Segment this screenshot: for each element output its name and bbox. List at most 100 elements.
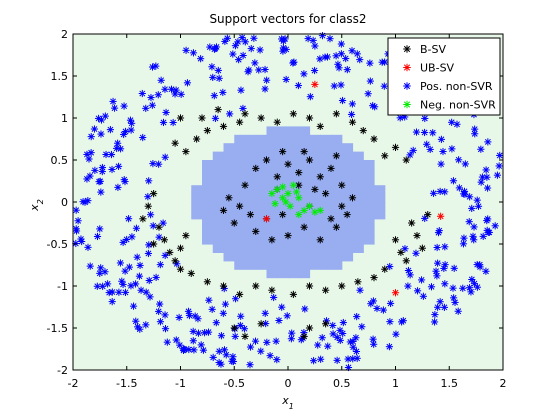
point-pos-non-svr [226, 110, 234, 118]
point-pos-non-svr [336, 326, 344, 334]
region-cell [331, 227, 343, 237]
point-pos-non-svr [476, 263, 484, 271]
point-pos-non-svr [189, 49, 198, 57]
point-pos-non-svr [135, 272, 144, 280]
region-cell [234, 260, 246, 270]
point-pos-non-svr [149, 159, 157, 168]
point-pos-non-svr [347, 110, 356, 119]
y-tick-label: -1 [57, 280, 68, 293]
point-b-sv [316, 122, 324, 130]
point-pos-non-svr [352, 334, 360, 342]
point-pos-non-svr [244, 68, 252, 76]
point-pos-non-svr [429, 129, 437, 137]
region-cell [212, 218, 225, 228]
point-pos-non-svr [275, 316, 283, 325]
point-pos-non-svr [191, 312, 199, 320]
x-tick-label: -1.5 [116, 377, 137, 390]
point-pos-non-svr [72, 227, 81, 235]
point-pos-non-svr [107, 150, 116, 159]
region-cell [277, 252, 289, 262]
region-cell [363, 235, 375, 245]
point-pos-non-svr [421, 114, 429, 123]
region-cell [320, 210, 332, 220]
point-b-sv [370, 135, 378, 143]
point-pos-non-svr [353, 50, 361, 58]
point-b-sv [203, 278, 211, 286]
point-pos-non-svr [171, 90, 179, 98]
region-cell [309, 168, 321, 178]
region-cell [212, 210, 225, 220]
point-pos-non-svr [86, 262, 94, 270]
legend-marker-neg-non-svr [403, 100, 411, 109]
point-pos-non-svr [371, 103, 379, 111]
point-pos-non-svr [491, 222, 499, 230]
region-cell [266, 126, 278, 136]
point-pos-non-svr [386, 262, 394, 271]
point-pos-non-svr [208, 63, 216, 71]
point-pos-non-svr [152, 62, 160, 70]
point-b-sv [359, 127, 367, 135]
point-pos-non-svr [220, 346, 229, 354]
region-cell [298, 126, 311, 136]
region-cell [298, 176, 311, 186]
point-pos-non-svr [161, 153, 169, 161]
region-cell [309, 143, 321, 153]
point-pos-non-svr [343, 66, 351, 74]
region-cell [234, 160, 246, 169]
point-pos-non-svr [385, 343, 394, 351]
region-cell [266, 218, 278, 228]
region-cell [341, 252, 354, 262]
region-cell [255, 260, 268, 270]
point-pos-non-svr [156, 300, 164, 308]
point-pos-non-svr [85, 155, 93, 163]
point-pos-non-svr [96, 225, 104, 233]
point-pos-non-svr [204, 328, 213, 336]
region-cell [298, 134, 311, 144]
region-cell [309, 176, 321, 186]
point-pos-non-svr [352, 347, 361, 356]
region-cell [341, 143, 354, 153]
region-cell [245, 218, 257, 228]
point-pos-non-svr [142, 321, 150, 329]
point-pos-non-svr [148, 63, 157, 71]
point-pos-non-svr [217, 360, 225, 368]
region-cell [223, 227, 235, 237]
region-cell [298, 235, 311, 245]
point-b-sv [289, 290, 297, 298]
point-neg-non-svr [279, 183, 287, 191]
point-pos-non-svr [133, 253, 141, 261]
point-pos-non-svr [161, 325, 170, 333]
region-cell [320, 202, 332, 211]
legend: B-SV UB-SV Pos. non-SVR Neg. non-SVR [387, 37, 501, 116]
region-cell [202, 176, 214, 186]
region-cell [352, 176, 364, 186]
point-b-sv [182, 148, 190, 156]
point-pos-non-svr [132, 317, 140, 325]
point-pos-non-svr [310, 66, 319, 75]
region-cell [298, 160, 311, 169]
point-b-sv [198, 114, 206, 122]
region-cell [331, 252, 343, 262]
point-b-sv [160, 236, 168, 244]
point-b-sv [327, 164, 335, 172]
point-pos-non-svr [209, 353, 217, 362]
region-cell [352, 244, 364, 253]
region-cell [288, 160, 300, 169]
point-pos-non-svr [468, 275, 476, 284]
region-cell [223, 143, 235, 153]
point-pos-non-svr [154, 91, 162, 99]
point-pos-non-svr [448, 118, 456, 126]
region-cell [298, 185, 311, 195]
region-cell [277, 168, 289, 178]
point-pos-non-svr [440, 264, 448, 273]
point-pos-non-svr [214, 66, 222, 75]
region-cell [277, 151, 289, 161]
point-pos-non-svr [353, 313, 361, 321]
region-cell [320, 143, 332, 153]
point-pos-non-svr [81, 198, 89, 206]
point-b-sv [273, 173, 281, 181]
region-cell [288, 134, 300, 144]
point-pos-non-svr [222, 351, 230, 359]
region-cell [223, 160, 235, 169]
region-cell [352, 185, 364, 195]
